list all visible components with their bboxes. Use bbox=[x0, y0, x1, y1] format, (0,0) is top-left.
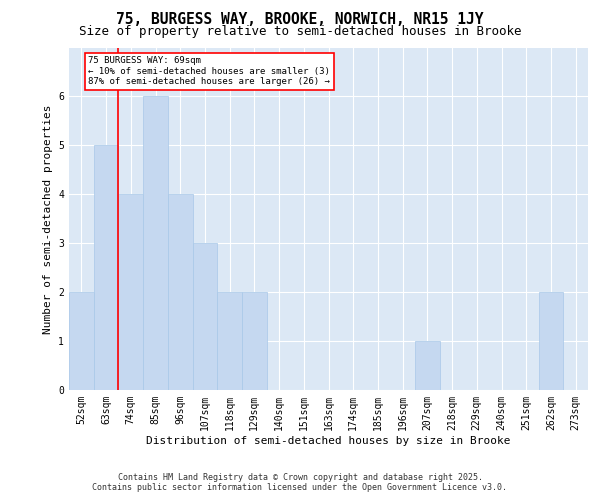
Bar bbox=[168, 194, 193, 390]
Bar bbox=[415, 341, 440, 390]
Bar bbox=[539, 292, 563, 390]
Bar bbox=[193, 243, 217, 390]
Y-axis label: Number of semi-detached properties: Number of semi-detached properties bbox=[43, 104, 53, 334]
Bar bbox=[94, 146, 118, 390]
Bar bbox=[242, 292, 267, 390]
Bar bbox=[143, 96, 168, 390]
Bar bbox=[217, 292, 242, 390]
X-axis label: Distribution of semi-detached houses by size in Brooke: Distribution of semi-detached houses by … bbox=[146, 436, 511, 446]
Text: 75 BURGESS WAY: 69sqm
← 10% of semi-detached houses are smaller (3)
87% of semi-: 75 BURGESS WAY: 69sqm ← 10% of semi-deta… bbox=[88, 56, 330, 86]
Text: 75, BURGESS WAY, BROOKE, NORWICH, NR15 1JY: 75, BURGESS WAY, BROOKE, NORWICH, NR15 1… bbox=[116, 12, 484, 28]
Bar bbox=[118, 194, 143, 390]
Text: Contains HM Land Registry data © Crown copyright and database right 2025.
Contai: Contains HM Land Registry data © Crown c… bbox=[92, 473, 508, 492]
Bar bbox=[69, 292, 94, 390]
Text: Size of property relative to semi-detached houses in Brooke: Size of property relative to semi-detach… bbox=[79, 25, 521, 38]
